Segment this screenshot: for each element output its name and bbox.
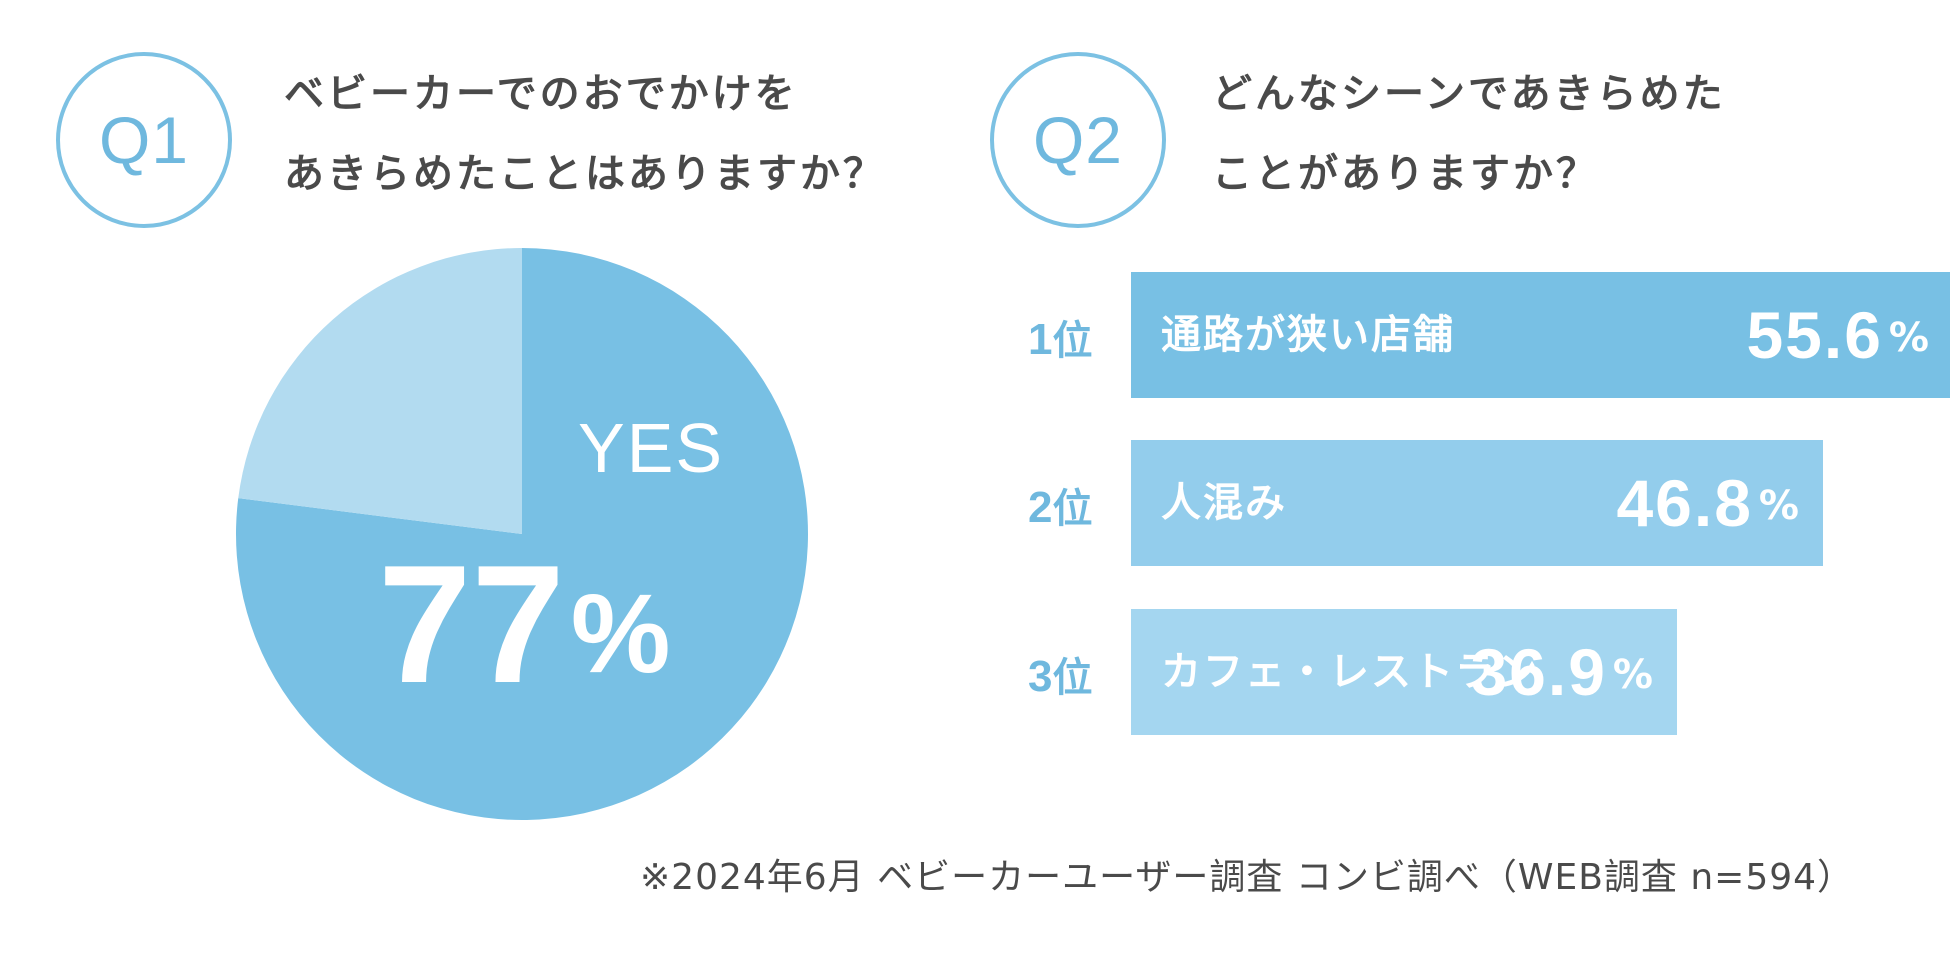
q1-badge: Q1 bbox=[56, 52, 232, 228]
bar-category-label: 人混み bbox=[1161, 440, 1287, 566]
bar-value-number: 36.9 bbox=[1470, 634, 1606, 710]
q2-title-line2: ことがありますか？ bbox=[1212, 134, 1726, 214]
rank-suffix: 位 bbox=[1052, 486, 1092, 532]
ranking-bar-1: 通路が狭い店舗 55.6% bbox=[1131, 272, 1950, 398]
q2-title: どんなシーンであきらめた ことがありますか？ bbox=[1212, 54, 1726, 214]
q2-badge-text: Q2 bbox=[1033, 102, 1123, 178]
pie-yes-value: 77 % bbox=[378, 540, 670, 708]
bar-value-label: 46.8% bbox=[1616, 440, 1799, 566]
bar-value-label: 36.9% bbox=[1470, 609, 1653, 735]
rank-suffix: 位 bbox=[1052, 655, 1092, 701]
bar-value-unit: % bbox=[1613, 652, 1653, 698]
rank-number: 1 bbox=[1028, 315, 1052, 364]
bar-value-unit: % bbox=[1759, 483, 1799, 529]
q1-badge-text: Q1 bbox=[99, 102, 189, 178]
pie-slice-other bbox=[238, 248, 522, 534]
survey-footnote: ※2024年6月 ベビーカーユーザー調査 コンビ調べ（WEB調査 n=594） bbox=[640, 848, 1854, 900]
rank-label-2: 2位 bbox=[1028, 476, 1112, 534]
q2-title-line1: どんなシーンであきらめた bbox=[1212, 54, 1726, 134]
rank-number: 2 bbox=[1028, 483, 1052, 532]
ranking-bar-2: 人混み 46.8% bbox=[1131, 440, 1823, 566]
rank-number: 3 bbox=[1028, 652, 1052, 701]
bar-value-label: 55.6% bbox=[1746, 272, 1929, 398]
ranking-bar-3: カフェ・レストラン 36.9% bbox=[1131, 609, 1677, 735]
bar-value-number: 55.6 bbox=[1746, 297, 1882, 373]
pie-yes-label: YES bbox=[578, 408, 724, 488]
q1-title-line2: あきらめたことはありますか？ bbox=[284, 134, 886, 214]
bar-value-number: 46.8 bbox=[1616, 465, 1752, 541]
q1-title-line1: ベビーカーでのおでかけを bbox=[284, 54, 886, 134]
rank-label-1: 1位 bbox=[1028, 308, 1112, 366]
bar-category-label: 通路が狭い店舗 bbox=[1161, 272, 1455, 398]
pie-yes-value-number: 77 bbox=[378, 540, 565, 708]
rank-suffix: 位 bbox=[1052, 318, 1092, 364]
rank-label-3: 3位 bbox=[1028, 645, 1112, 703]
bar-value-unit: % bbox=[1889, 315, 1929, 361]
q2-badge: Q2 bbox=[990, 52, 1166, 228]
pie-yes-value-unit: % bbox=[571, 578, 671, 690]
q1-title: ベビーカーでのおでかけを あきらめたことはありますか？ bbox=[284, 54, 886, 214]
